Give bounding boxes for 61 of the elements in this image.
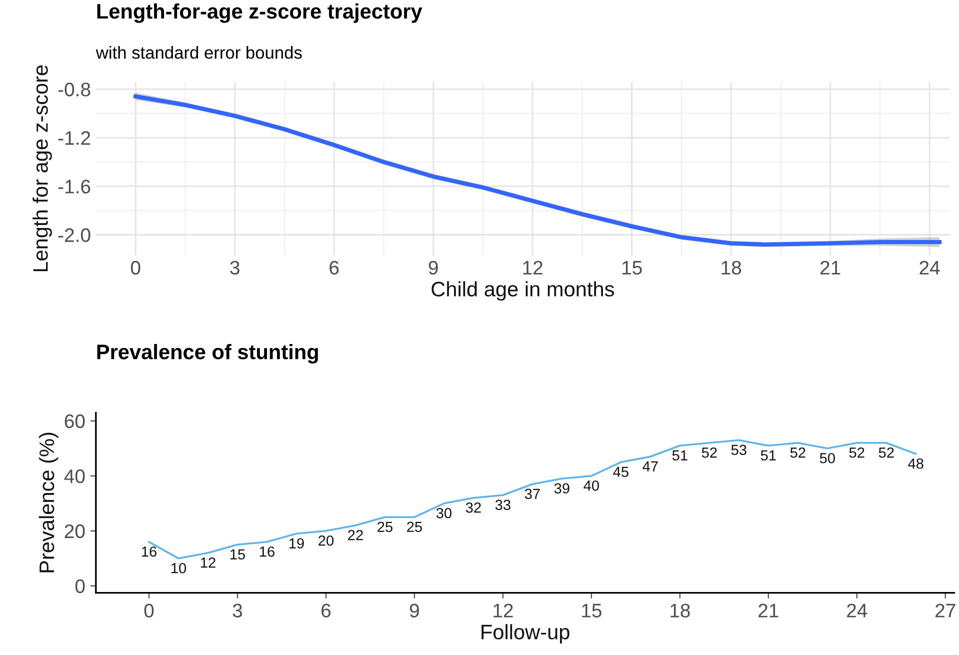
x-axis-title: Follow-up (482, 624, 570, 644)
data-label: 12 (200, 557, 216, 568)
x-tick-label: 18 (670, 604, 690, 618)
x-tick-label: 24 (920, 260, 940, 274)
data-label: 40 (584, 480, 599, 491)
x-axis-title: Child age in months (432, 281, 614, 301)
x-tick-label: 0 (130, 260, 140, 275)
x-tick-label: 18 (722, 260, 742, 275)
data-label: 48 (908, 458, 924, 469)
x-tick-label: 21 (758, 604, 778, 618)
data-label: 52 (878, 447, 894, 458)
data-label: 52 (849, 447, 864, 458)
y-tick-label: -1.6 (58, 180, 90, 194)
data-label: 52 (790, 447, 806, 458)
data-label: 33 (495, 500, 510, 510)
x-tick-label: 9 (428, 260, 438, 275)
y-tick-label: 40 (64, 469, 85, 484)
data-label: 20 (318, 535, 334, 546)
data-label: 10 (171, 562, 186, 574)
y-axis-title: Length for age z-score (32, 65, 52, 272)
x-tick-label: 24 (847, 604, 868, 618)
x-tick-label: 6 (330, 260, 339, 275)
data-label: 30 (436, 508, 452, 518)
data-label: 50 (820, 452, 835, 464)
x-tick-label: 15 (622, 261, 642, 275)
y-tick-label: -0.8 (58, 82, 90, 96)
data-label: 52 (702, 447, 717, 458)
x-tick-label: 27 (936, 604, 956, 618)
data-label: 25 (378, 522, 392, 532)
x-tick-label: 3 (232, 604, 242, 618)
y-tick-label: 20 (64, 524, 85, 538)
data-label: 51 (760, 450, 776, 461)
data-label: 37 (524, 488, 540, 500)
y-axis-title: Prevalence (%) (38, 432, 58, 572)
x-tick-label: 12 (523, 260, 542, 274)
chart-subtitle: with standard error bounds (96, 46, 302, 59)
data-label: 39 (554, 483, 570, 494)
x-tick-label: 3 (230, 260, 240, 275)
data-label: 25 (407, 522, 422, 532)
x-tick-label: 12 (494, 604, 513, 618)
chart-title: Prevalence of stunting (97, 344, 318, 364)
data-label: 16 (260, 546, 274, 557)
x-tick-label: 6 (322, 604, 331, 618)
data-label: 32 (466, 502, 481, 513)
x-tick-label: 9 (410, 604, 419, 618)
y-tick-label: -1.2 (58, 131, 90, 145)
x-tick-label: 21 (820, 260, 840, 274)
data-label: 22 (348, 530, 363, 540)
data-label: 47 (642, 461, 658, 472)
data-label: 51 (672, 450, 688, 461)
data-label: 16 (142, 546, 156, 557)
y-tick-label: 0 (75, 579, 85, 594)
x-tick-label: 0 (144, 604, 154, 618)
y-tick-label: 60 (64, 414, 85, 428)
y-tick-label: -2.0 (58, 228, 90, 242)
data-label: 15 (230, 549, 245, 560)
data-label: 19 (289, 538, 304, 549)
data-label: 45 (613, 466, 628, 478)
data-label: 53 (731, 444, 746, 456)
x-tick-label: 15 (582, 604, 602, 618)
chart-title: Length-for-age z-score trajectory (97, 3, 422, 23)
